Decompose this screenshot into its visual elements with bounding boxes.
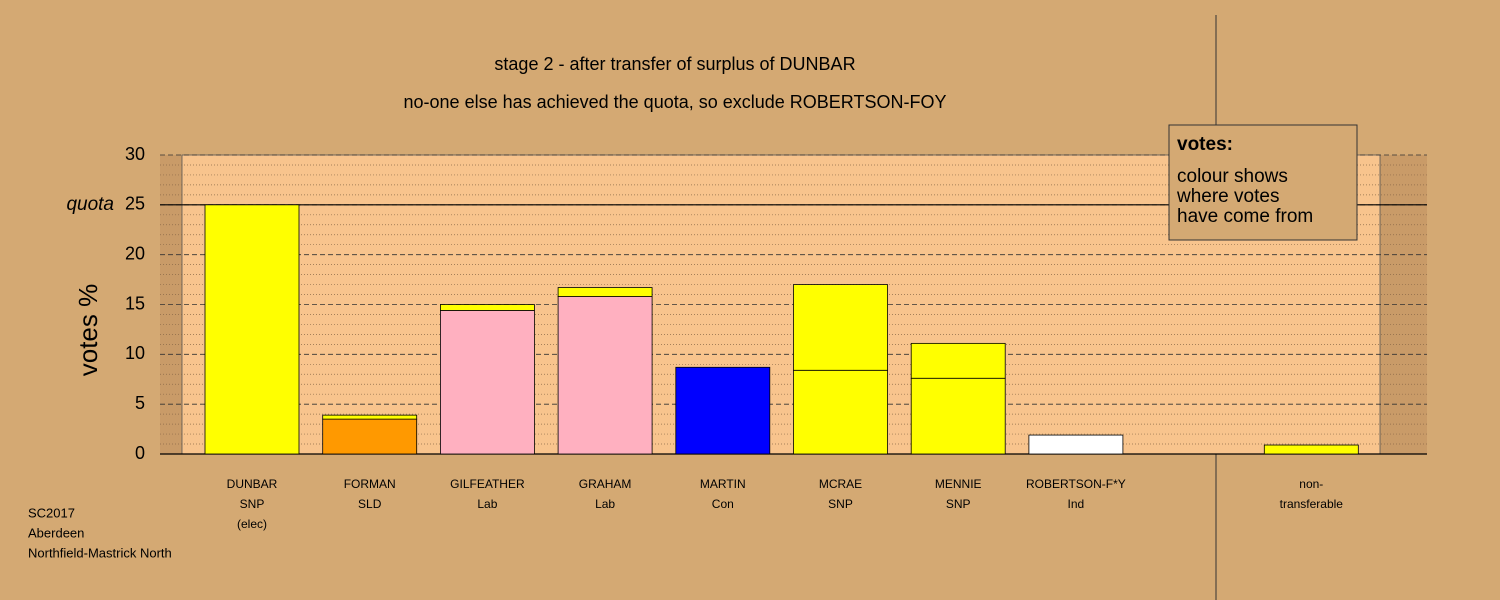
- x-tick-label: SNP: [828, 497, 853, 511]
- bar-segment: [1263, 444, 1359, 455]
- legend-box: [1168, 124, 1358, 241]
- y-tick-label: 0: [135, 443, 145, 463]
- bar-segment: [322, 414, 418, 420]
- bar-segment: [557, 296, 653, 455]
- x-tick-label: GILFEATHER: [450, 477, 525, 491]
- x-tick-label: MENNIE: [935, 477, 982, 491]
- x-tick-label: Lab: [477, 497, 497, 511]
- y-axis-label: votes %: [73, 284, 103, 377]
- source-text: Northfield-Mastrick North: [28, 545, 172, 560]
- y-tick-label: 10: [125, 343, 145, 363]
- bar-segment: [793, 369, 888, 455]
- legend-text: colour shows: [1177, 166, 1288, 187]
- bar-segment: [675, 366, 771, 455]
- x-tick-label: MCRAE: [819, 477, 862, 491]
- x-tick-label: FORMAN: [344, 477, 396, 491]
- x-tick-label: Ind: [1068, 497, 1085, 511]
- bar-segment: [557, 287, 653, 297]
- source-text: Aberdeen: [28, 525, 84, 540]
- source-text: SC2017: [28, 505, 75, 520]
- bar-segment: [910, 342, 1006, 379]
- bar-segment: [1028, 434, 1124, 455]
- x-tick-label: Con: [712, 497, 734, 511]
- x-tick-label: DUNBAR: [227, 477, 278, 491]
- x-tick-label: GRAHAM: [579, 477, 632, 491]
- legend-text: where votes: [1176, 186, 1279, 207]
- y-tick-label: 30: [125, 144, 145, 164]
- chart-title: stage 2 - after transfer of surplus of D…: [494, 54, 855, 74]
- bar-segment: [439, 304, 535, 311]
- legend-text: have come from: [1177, 206, 1313, 227]
- x-tick-label: non-: [1299, 477, 1323, 491]
- bar-segment: [439, 310, 535, 455]
- y-tick-label: 5: [135, 393, 145, 413]
- bar-segment: [322, 418, 418, 455]
- quota-label: quota: [66, 194, 114, 215]
- y-tick-label: 25: [125, 194, 145, 214]
- y-tick-label: 20: [125, 243, 145, 263]
- x-tick-label: SNP: [240, 497, 265, 511]
- x-tick-label: SNP: [946, 497, 971, 511]
- y-tick-label: 15: [125, 293, 145, 313]
- x-tick-label: ROBERTSON-F*Y: [1026, 477, 1126, 491]
- bar-segment: [793, 284, 888, 371]
- bar-segment: [204, 204, 300, 455]
- x-tick-label: (elec): [237, 517, 267, 531]
- x-tick-label: SLD: [358, 497, 382, 511]
- chart-subtitle: no-one else has achieved the quota, so e…: [404, 92, 947, 112]
- bar-segment: [910, 377, 1006, 455]
- x-tick-label: transferable: [1280, 497, 1344, 511]
- x-tick-label: Lab: [595, 497, 615, 511]
- legend-title: votes:: [1177, 134, 1233, 155]
- x-tick-label: MARTIN: [700, 477, 746, 491]
